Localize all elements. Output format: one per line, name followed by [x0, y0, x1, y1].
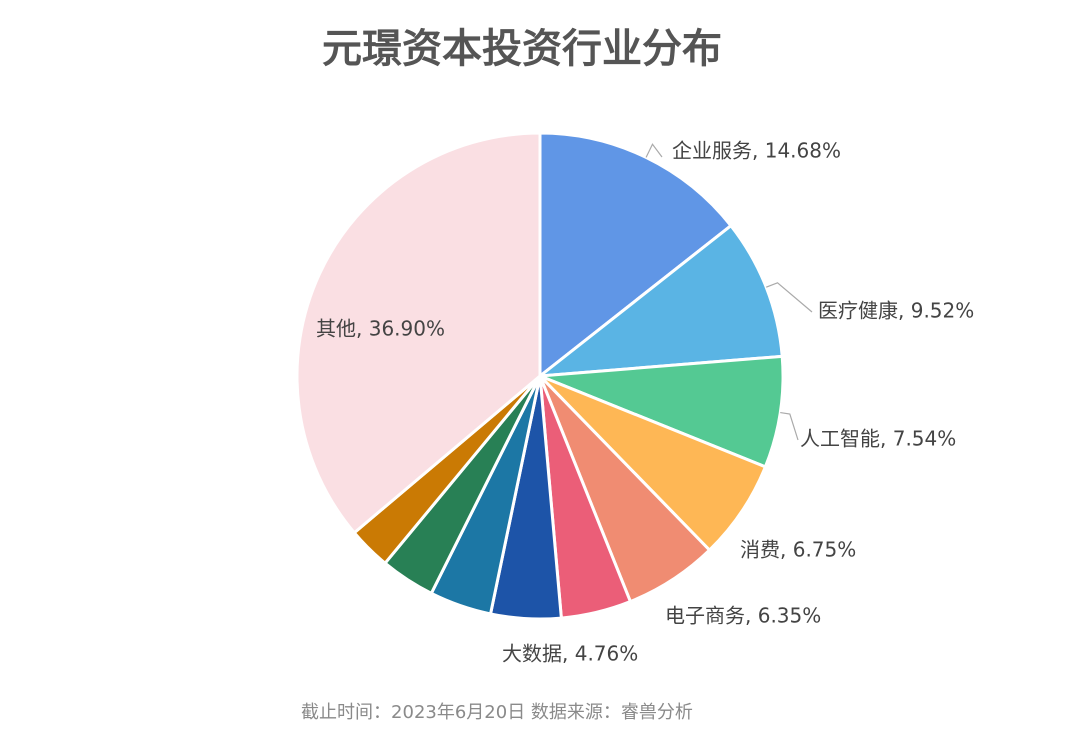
- pie-slice-企业服务: [538, 131, 733, 378]
- pie-slices: [295, 131, 785, 621]
- label-leader-line: [645, 143, 663, 158]
- pie-slice-人工智能: [538, 354, 785, 469]
- pie-slice-医疗健康: [538, 224, 784, 378]
- pie-slice-其他: [295, 131, 542, 535]
- pie-labels: 企业服务, 14.68% 医疗健康, 9.52% 人工智能, 7.54% 消费, 6.…: [316, 139, 974, 666]
- slice-label-电子商务: 电子商务, 6.35%: [665, 604, 821, 628]
- slice-label-企业服务: 企业服务, 14.68%: [672, 139, 841, 163]
- slice-label-人工智能: 人工智能, 7.54%: [800, 427, 956, 451]
- slice-label-医疗健康: 医疗健康, 9.52%: [818, 299, 974, 323]
- slice-label-消费: 消费, 6.75%: [740, 538, 856, 562]
- chart-source-footer: 截止时间：2023年6月20日 数据来源：睿兽分析: [301, 702, 693, 723]
- label-leader-line: [780, 411, 799, 441]
- slice-label-大数据: 大数据, 4.76%: [502, 642, 638, 666]
- chart-title: 元璟资本投资行业分布: [322, 26, 722, 72]
- slice-label-其他: 其他, 36.90%: [316, 317, 445, 341]
- label-leader-line: [765, 282, 813, 313]
